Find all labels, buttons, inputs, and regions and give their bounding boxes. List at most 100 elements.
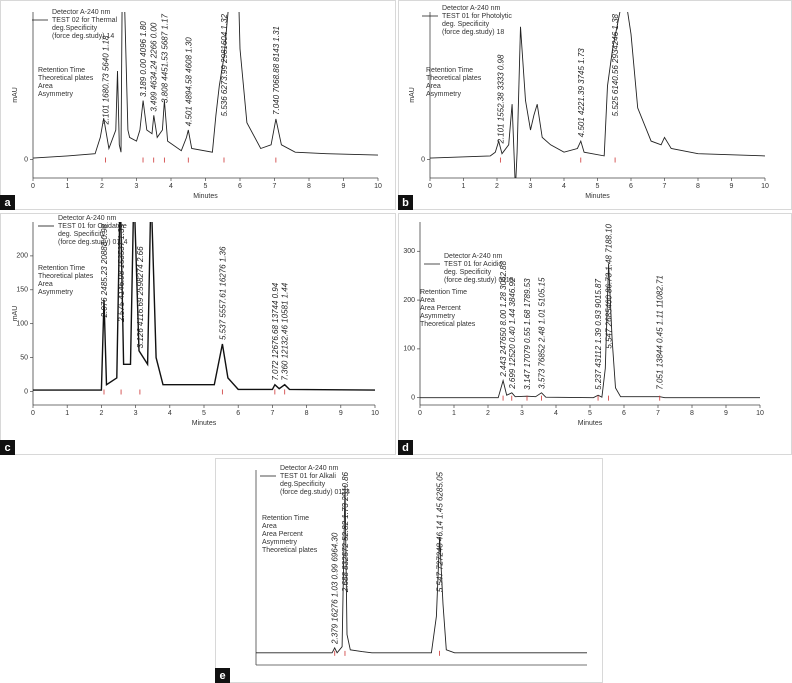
- legend-text: TEST 01 for Acidic: [444, 261, 502, 268]
- x-tick-label: 6: [622, 410, 626, 417]
- peak-label: 2.699 12520 0.40 1.44 3846.92: [508, 277, 517, 390]
- x-tick-label: 2: [99, 410, 103, 417]
- panel-letter: a: [4, 197, 11, 209]
- x-axis-label: Minutes: [585, 193, 610, 200]
- x-tick-label: 3: [520, 410, 524, 417]
- peak-label: 4.501 4894.58 4608 1.30: [184, 37, 193, 127]
- y-tick-label: 100: [16, 321, 28, 328]
- legend-text: (force deg.study) 18: [442, 29, 504, 36]
- y-tick-label: 0: [24, 156, 28, 163]
- legend-text: deg. Specificity: [444, 269, 492, 276]
- peak-label: 4.501 4221.39 3745 1.73: [577, 48, 586, 138]
- info-line: Area: [262, 523, 277, 530]
- peak-label: 7.072 12676.68 13744 0.94: [271, 282, 280, 380]
- info-line: Area: [426, 83, 441, 90]
- panel-letter: d: [402, 442, 409, 454]
- panel-frame: [0, 0, 396, 210]
- x-tick-label: 10: [371, 410, 379, 417]
- info-line: Retention Time: [38, 265, 85, 272]
- legend-text: (force deg.study) 0114: [58, 239, 128, 246]
- info-line: Area Percent: [262, 531, 303, 538]
- info-line: Area: [38, 281, 53, 288]
- x-tick-label: 7: [656, 410, 660, 417]
- info-line: Asymmetry: [38, 289, 74, 296]
- x-tick-label: 7: [270, 410, 274, 417]
- panel: 0 1 2 3 4 5 6 7 8 9 10 0 Minutes mAU 2.101 1680.73 564…: [0, 0, 396, 210]
- y-axis-label: mAU: [12, 306, 19, 322]
- x-tick-label: 9: [724, 410, 728, 417]
- info-line: Asymmetry: [38, 91, 74, 98]
- x-tick-label: 0: [31, 183, 35, 190]
- peak-label: 7.360 12132.46 10581 1.44: [281, 282, 290, 380]
- legend-text: deg.Specificity: [280, 481, 326, 488]
- panel-letter-box: [398, 195, 413, 210]
- y-tick-label: 100: [403, 346, 415, 353]
- x-tick-label: 3: [134, 410, 138, 417]
- y-tick-label: 150: [16, 287, 28, 294]
- x-tick-label: 0: [418, 410, 422, 417]
- peak-label: 2.688 832572 52.82 1.73 2510.86: [341, 471, 350, 593]
- x-tick-label: 5: [202, 410, 206, 417]
- info-line: Theoretical plates: [38, 75, 94, 82]
- info-line: Theoretical plates: [38, 273, 94, 280]
- peak-label: 5.547 2685460 86.73 1.48 7188.10: [605, 223, 614, 348]
- peak-label: 5.525 6140.56 2934246 1.38: [611, 13, 620, 116]
- x-tick-label: 3: [529, 183, 533, 190]
- info-line: Retention Time: [38, 67, 85, 74]
- info-line: Retention Time: [262, 515, 309, 522]
- x-tick-label: 0: [428, 183, 432, 190]
- x-tick-label: 8: [307, 183, 311, 190]
- x-tick-label: 0: [31, 410, 35, 417]
- legend-text: (force deg.study) 0119: [444, 277, 514, 284]
- panel-letter-box: [215, 668, 230, 683]
- y-tick-label: 200: [16, 253, 28, 260]
- legend-name: Detector A-240 nm: [444, 253, 503, 260]
- x-tick-label: 2: [495, 183, 499, 190]
- legend-text: deg. Specificity: [58, 231, 106, 238]
- panel-letter: e: [219, 670, 225, 682]
- info-line: Area Percent: [420, 305, 461, 312]
- x-tick-label: 1: [66, 183, 70, 190]
- peak-label: 3.147 17079 0.55 1.68 1789.53: [523, 278, 532, 390]
- peak-label: 5.237 43112 1.39 0.93 9015.87: [594, 279, 603, 390]
- peak-label: 5.536 6273.99 2981604 1.32: [220, 13, 229, 116]
- peak-label: 3.499 4634.24 2266 0.00: [150, 22, 159, 112]
- x-tick-label: 5: [204, 183, 208, 190]
- peak-label: 2.101 1552.38 3333 0.98: [496, 54, 505, 145]
- trace: [33, 12, 378, 159]
- info-line: Area: [38, 83, 53, 90]
- legend-name: Detector A-240 nm: [58, 215, 117, 222]
- legend-text: (force deg.study) 0124: [280, 489, 350, 496]
- peak-label: 2.101 1680.73 5640 1.18: [101, 35, 110, 126]
- legend-text: TEST 01 for Photolytic: [442, 13, 512, 20]
- x-axis-label: Minutes: [578, 420, 603, 427]
- peak-label: 7.051 13844 0.45 1.11 11082.71: [656, 275, 665, 389]
- y-tick-label: 0: [24, 388, 28, 395]
- x-tick-label: 6: [238, 183, 242, 190]
- legend-text: deg. Specificity: [442, 21, 490, 28]
- y-tick-label: 50: [20, 354, 28, 361]
- legend-name: Detector A-240 nm: [52, 9, 111, 16]
- x-tick-label: 2: [100, 183, 104, 190]
- x-tick-label: 5: [588, 410, 592, 417]
- panel-frame: [215, 458, 603, 683]
- x-tick-label: 7: [663, 183, 667, 190]
- info-line: Retention Time: [426, 67, 473, 74]
- x-tick-label: 10: [761, 183, 769, 190]
- info-line: Retention Time: [420, 289, 467, 296]
- x-tick-label: 10: [756, 410, 764, 417]
- x-tick-label: 5: [596, 183, 600, 190]
- info-line: Theoretical plates: [262, 547, 318, 554]
- legend-name: Detector A-240 nm: [442, 5, 501, 12]
- y-tick-label: 300: [403, 248, 415, 255]
- peak-label: 3.189 0.00 4096 1.80: [139, 21, 148, 97]
- y-axis-label: mAU: [12, 87, 19, 103]
- peak-label: 5.537 5557.61 16276 1.36: [218, 246, 227, 340]
- panel-letter-box: [398, 440, 413, 455]
- x-tick-label: 4: [554, 410, 558, 417]
- peak-label: 2.379 16276 1.03 0.99 6964.30: [331, 532, 340, 645]
- x-tick-label: 8: [305, 410, 309, 417]
- panel: 0 1 2 3 4 5 6 7 8 9 10 0 Minutes mAU 2.101 1552.38 333…: [398, 0, 792, 210]
- peak-label: 2.076 2485.23 20888 0.98: [100, 223, 109, 318]
